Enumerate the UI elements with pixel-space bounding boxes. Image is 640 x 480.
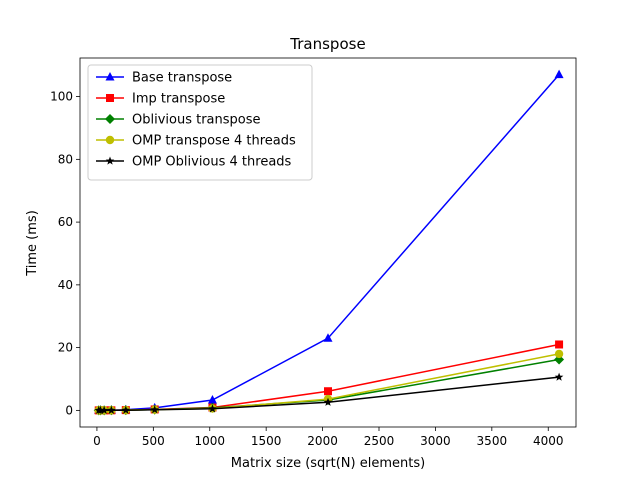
- legend-marker: [106, 94, 114, 102]
- series-4: [94, 372, 564, 415]
- y-tick-label: 40: [58, 278, 73, 292]
- chart-title: Transpose: [289, 35, 365, 53]
- x-axis-label: Matrix size (sqrt(N) elements): [231, 456, 425, 471]
- legend-marker: [105, 114, 115, 124]
- data-point: [99, 405, 109, 415]
- y-tick-label: 60: [58, 215, 73, 229]
- legend-label: Imp transpose: [132, 92, 225, 107]
- x-tick-label: 3500: [477, 434, 508, 448]
- y-tick-label: 80: [58, 152, 73, 166]
- series-3: [94, 349, 564, 415]
- legend-entry: OMP Oblivious 4 threads: [96, 155, 292, 170]
- data-point: [555, 340, 564, 349]
- legend-box: [87, 64, 313, 181]
- legend-label: OMP transpose 4 threads: [132, 134, 296, 149]
- legend-label: OMP Oblivious 4 threads: [132, 155, 292, 170]
- x-tick-label: 3000: [420, 434, 451, 448]
- data-point: [324, 387, 332, 396]
- plot-area: [79, 57, 577, 428]
- data-point: [107, 405, 116, 414]
- legend-marker: [105, 72, 115, 81]
- y-axis-label: Time (ms): [25, 210, 40, 277]
- x-tick-label: 2000: [307, 434, 338, 448]
- legend-marker: [105, 135, 115, 145]
- data-point: [554, 69, 564, 79]
- data-point: [554, 372, 564, 381]
- legend-marker: [105, 156, 115, 165]
- legend-entry: Oblivious transpose: [96, 113, 261, 128]
- y-tick-label: 100: [50, 90, 73, 104]
- y-tick-label: 0: [65, 403, 73, 417]
- x-tick-label: 0: [93, 434, 101, 448]
- x-tick-label: 1000: [194, 434, 225, 448]
- legend-label: Base transpose: [132, 71, 232, 86]
- data-point: [208, 404, 217, 413]
- x-tick-label: 500: [142, 434, 165, 448]
- axis-ticks: 0 500 1000 1500 2000 2500 3000 3500 4000 0 20 40 60 8…: [50, 90, 563, 448]
- x-tick-label: 4000: [533, 434, 564, 448]
- legend-label: Oblivious transpose: [132, 113, 261, 128]
- legend: Base transpose Imp transpose Oblivious tra…: [87, 64, 313, 181]
- legend-entry: OMP transpose 4 threads: [96, 134, 296, 149]
- data-point: [323, 333, 333, 342]
- data-point: [554, 349, 564, 359]
- data-point: [96, 405, 105, 415]
- data-point: [207, 395, 217, 404]
- x-tick-label: 1500: [251, 434, 282, 448]
- data-point: [121, 405, 131, 414]
- legend-entry: Imp transpose: [96, 92, 225, 107]
- legend-entry: Base transpose: [96, 71, 232, 86]
- data-point: [323, 397, 333, 406]
- axes-frame: [79, 57, 577, 428]
- y-tick-label: 20: [58, 341, 73, 355]
- data-point: [150, 405, 159, 414]
- x-tick-label: 2500: [364, 434, 395, 448]
